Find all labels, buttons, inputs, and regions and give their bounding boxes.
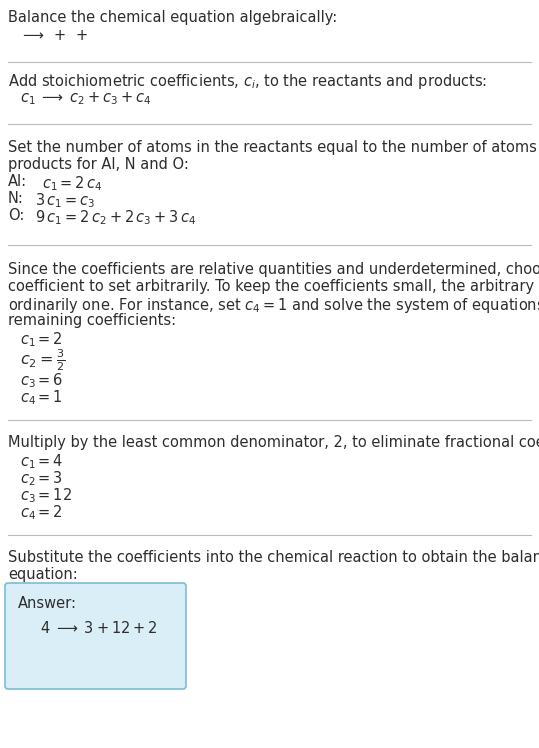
Text: coefficient to set arbitrarily. To keep the coefficients small, the arbitrary va: coefficient to set arbitrarily. To keep … [8,279,539,294]
Text: N:: N: [8,191,24,206]
Text: O:: O: [8,208,24,223]
Text: remaining coefficients:: remaining coefficients: [8,313,176,328]
Text: ordinarily one. For instance, set $c_4=1$ and solve the system of equations for : ordinarily one. For instance, set $c_4=1… [8,296,539,315]
Text: equation:: equation: [8,567,78,582]
Text: $c_4=2$: $c_4=2$ [20,503,63,521]
Text: $c_3=6$: $c_3=6$ [20,371,63,390]
Text: Multiply by the least common denominator, 2, to eliminate fractional coefficient: Multiply by the least common denominator… [8,435,539,450]
Text: Al:: Al: [8,174,27,189]
Text: Substitute the coefficients into the chemical reaction to obtain the balanced: Substitute the coefficients into the che… [8,550,539,565]
Text: $c_2=3$: $c_2=3$ [20,469,63,488]
Text: Since the coefficients are relative quantities and underdetermined, choose a: Since the coefficients are relative quan… [8,262,539,277]
Text: $c_4=1$: $c_4=1$ [20,388,63,407]
Text: $\longrightarrow\;+\;+$: $\longrightarrow\;+\;+$ [20,28,88,43]
Text: $c_1\;\longrightarrow\;c_2+c_3+c_4$: $c_1\;\longrightarrow\;c_2+c_3+c_4$ [20,90,151,107]
Text: $c_1=2$: $c_1=2$ [20,330,63,349]
Text: Answer:: Answer: [18,596,77,611]
Text: $c_3=12$: $c_3=12$ [20,486,72,505]
Text: $c_2=\frac{3}{2}$: $c_2=\frac{3}{2}$ [20,347,65,373]
Text: products for Al, N and O:: products for Al, N and O: [8,157,189,172]
Text: $c_1=4$: $c_1=4$ [20,452,64,470]
Text: $3\,c_1=c_3$: $3\,c_1=c_3$ [35,191,95,209]
Text: $c_1=2\,c_4$: $c_1=2\,c_4$ [42,174,102,193]
Text: $4\;\longrightarrow\;3+12+2$: $4\;\longrightarrow\;3+12+2$ [40,620,157,636]
Text: Set the number of atoms in the reactants equal to the number of atoms in the: Set the number of atoms in the reactants… [8,140,539,155]
Text: $9\,c_1=2\,c_2+2\,c_3+3\,c_4$: $9\,c_1=2\,c_2+2\,c_3+3\,c_4$ [35,208,197,227]
Text: Balance the chemical equation algebraically:: Balance the chemical equation algebraica… [8,10,337,25]
FancyBboxPatch shape [5,583,186,689]
Text: Add stoichiometric coefficients, $c_i$, to the reactants and products:: Add stoichiometric coefficients, $c_i$, … [8,72,487,91]
